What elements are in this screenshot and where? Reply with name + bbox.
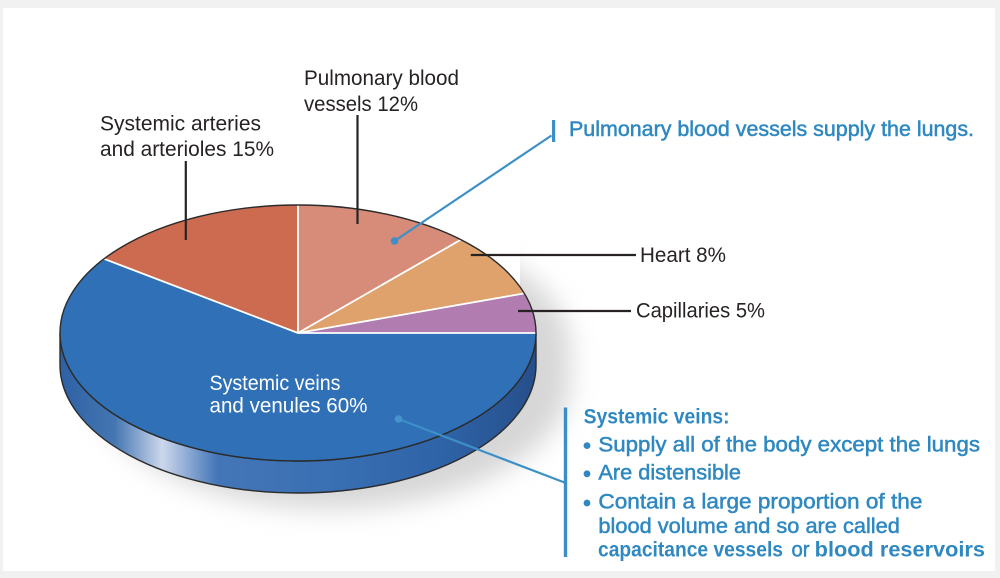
svg-text:Systemic veins:: Systemic veins:: [584, 405, 730, 428]
svg-text:Systemic veins: Systemic veins: [210, 372, 341, 395]
svg-text:Systemic arteries: Systemic arteries: [100, 113, 261, 136]
svg-text:Capillaries 5%: Capillaries 5%: [636, 300, 765, 323]
svg-text:or: or: [792, 538, 810, 561]
svg-text:and venules 60%: and venules 60%: [210, 395, 368, 418]
svg-text:Pulmonary blood: Pulmonary blood: [304, 67, 459, 90]
svg-text:Are distensible: Are distensible: [598, 461, 741, 484]
svg-text:Supply all of the body except: Supply all of the body except the lungs: [598, 433, 980, 456]
svg-text:Heart 8%: Heart 8%: [640, 244, 726, 267]
svg-text:Pulmonary blood vessels supply: Pulmonary blood vessels supply the lungs…: [569, 118, 974, 141]
svg-text:blood reservoirs: blood reservoirs: [815, 538, 985, 561]
svg-text:vessels 12%: vessels 12%: [304, 93, 418, 116]
svg-text:capacitance vessels: capacitance vessels: [598, 538, 783, 561]
svg-text:and arterioles 15%: and arterioles 15%: [100, 138, 274, 161]
svg-text:Contain a large proportion of: Contain a large proportion of the: [598, 491, 922, 514]
svg-text:blood volume and so are called: blood volume and so are called: [598, 515, 900, 538]
